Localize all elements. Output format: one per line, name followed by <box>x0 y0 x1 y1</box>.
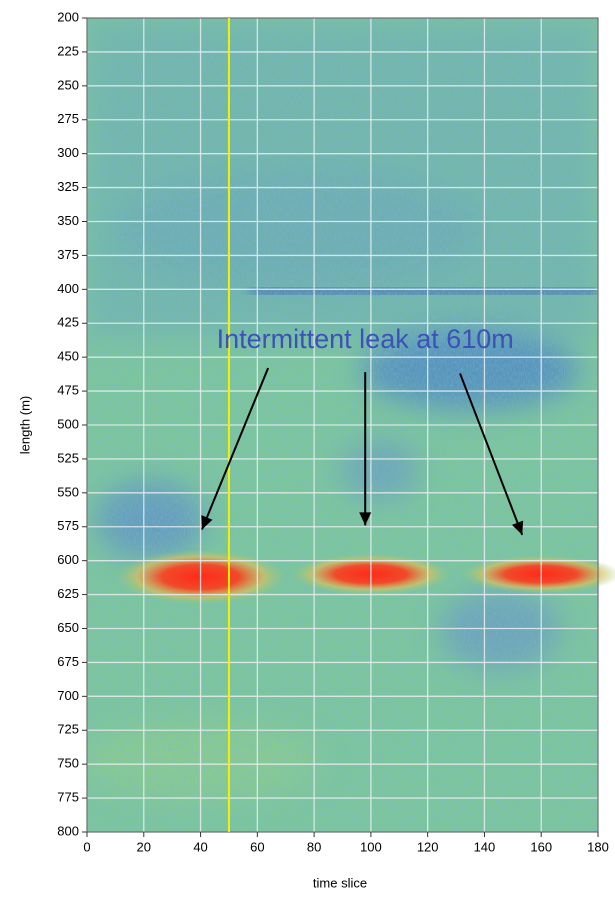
x-tick-label: 180 <box>587 839 609 854</box>
y-tick-label: 625 <box>57 586 79 601</box>
y-axis-label: length (m) <box>17 396 32 455</box>
y-tick-label: 225 <box>57 43 79 58</box>
y-tick-label: 275 <box>57 111 79 126</box>
y-tick-label: 800 <box>57 823 79 838</box>
y-tick-label: 675 <box>57 654 79 669</box>
y-tick-label: 725 <box>57 722 79 737</box>
y-tick-label: 775 <box>57 790 79 805</box>
y-tick-label: 475 <box>57 383 79 398</box>
x-tick-label: 160 <box>530 839 552 854</box>
y-tick-label: 600 <box>57 552 79 567</box>
y-tick-label: 525 <box>57 450 79 465</box>
y-tick-label: 250 <box>57 77 79 92</box>
y-tick-label: 375 <box>57 247 79 262</box>
x-tick-label: 60 <box>250 839 264 854</box>
y-tick-label: 550 <box>57 484 79 499</box>
x-tick-label: 0 <box>83 839 90 854</box>
x-tick-label: 140 <box>474 839 496 854</box>
x-tick-label: 80 <box>307 839 321 854</box>
y-tick-label: 700 <box>57 688 79 703</box>
y-tick-label: 300 <box>57 145 79 160</box>
y-tick-label: 400 <box>57 281 79 296</box>
x-axis-label: time slice <box>313 875 367 890</box>
y-tick-label: 500 <box>57 416 79 431</box>
x-tick-label: 20 <box>137 839 151 854</box>
y-tick-label: 750 <box>57 756 79 771</box>
y-tick-label: 425 <box>57 315 79 330</box>
x-tick-label: 100 <box>360 839 382 854</box>
y-tick-label: 350 <box>57 213 79 228</box>
y-tick-label: 450 <box>57 349 79 364</box>
y-tick-label: 200 <box>57 9 79 24</box>
annotation: Intermittent leak at 610m <box>217 324 514 354</box>
y-tick-label: 575 <box>57 518 79 533</box>
y-tick-label: 650 <box>57 620 79 635</box>
chart: time slice length (m) 200225250275300325… <box>0 0 615 892</box>
x-tick-label: 120 <box>417 839 439 854</box>
x-tick-label: 40 <box>193 839 207 854</box>
y-tick-label: 325 <box>57 179 79 194</box>
